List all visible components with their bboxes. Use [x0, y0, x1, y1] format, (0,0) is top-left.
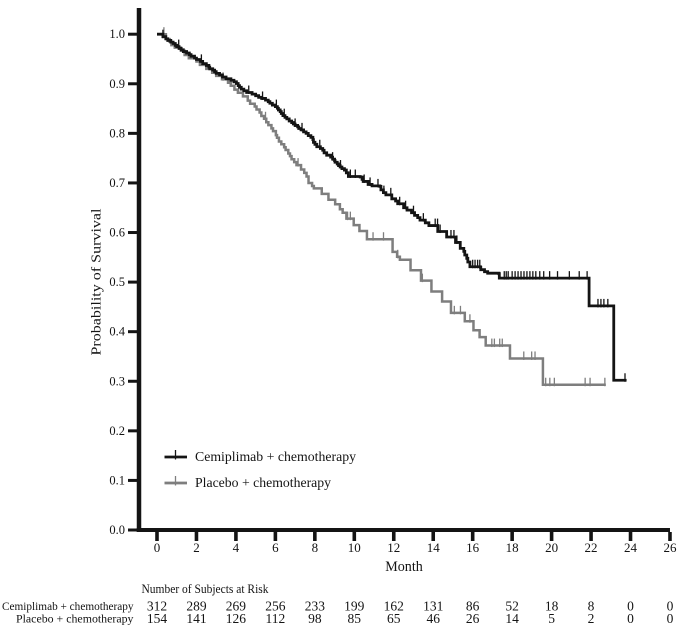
- x-tick-label: 26: [663, 540, 677, 555]
- y-tick-label: 0.9: [109, 77, 125, 91]
- x-tick-label: 8: [312, 540, 319, 555]
- risk-count: 312: [147, 599, 167, 614]
- risk-count: 8: [588, 599, 595, 614]
- y-tick-label: 1.0: [109, 27, 125, 41]
- survival-curves: [157, 27, 627, 387]
- risk-table: Number of Subjects at Risk Cemiplimab + …: [2, 582, 674, 626]
- risk-count: 154: [147, 611, 168, 626]
- y-tick-label: 0.8: [109, 126, 125, 140]
- y-tick-label: 0.3: [109, 374, 125, 388]
- risk-count: 0: [667, 611, 674, 626]
- legend-item: Placebo + chemotherapy: [164, 476, 331, 491]
- risk-count: 0: [627, 611, 634, 626]
- legend-item: Cemiplimab + chemotherapy: [164, 450, 356, 465]
- risk-count: 141: [186, 611, 206, 626]
- risk-count: 269: [226, 599, 247, 614]
- risk-count: 162: [384, 599, 404, 614]
- risk-count: 26: [466, 611, 480, 626]
- y-tick-label: 0.0: [109, 523, 125, 537]
- risk-count: 126: [226, 611, 247, 626]
- risk-count: 233: [305, 599, 326, 614]
- risk-count: 112: [266, 611, 286, 626]
- x-tick-label: 6: [272, 540, 279, 555]
- x-axis-title: Month: [385, 559, 423, 575]
- risk-count: 2: [588, 611, 595, 626]
- x-tick-label: 24: [624, 540, 638, 555]
- risk-count: 46: [426, 611, 440, 626]
- risk-count: 289: [186, 599, 207, 614]
- legend-label: Cemiplimab + chemotherapy: [195, 450, 356, 465]
- survival-curve: [157, 32, 627, 382]
- risk-count: 0: [627, 599, 634, 614]
- axes: 0.00.10.20.30.40.50.60.70.80.91.00 2 4 6 8 10…: [109, 8, 677, 555]
- risk-count: 65: [387, 611, 401, 626]
- risk-row: Placebo + chemotherapy 154 141 126 112 98 85 65…: [16, 611, 674, 626]
- x-tick-label: 0: [154, 540, 161, 555]
- risk-row: Cemiplimab + chemotherapy 312 289 269 256 233…: [2, 599, 674, 614]
- series-0: [157, 29, 627, 382]
- y-tick-label: 0.1: [109, 473, 125, 487]
- x-tick-label: 12: [387, 540, 400, 555]
- axis-labels: Month Probability of Survival: [89, 208, 424, 575]
- risk-count: 0: [667, 599, 674, 614]
- risk-count: 131: [423, 599, 443, 614]
- risk-count: 52: [505, 599, 519, 614]
- x-tick-label: 20: [545, 540, 558, 555]
- series-1: [157, 27, 606, 387]
- risk-count: 256: [265, 599, 286, 614]
- risk-count: 98: [308, 611, 322, 626]
- legend: Cemiplimab + chemotherapy Placebo + chemo…: [164, 450, 356, 491]
- survival-curve: [157, 32, 606, 386]
- risk-row-label: Cemiplimab + chemotherapy: [2, 599, 134, 613]
- x-tick-label: 10: [348, 540, 361, 555]
- y-tick-label: 0.2: [109, 424, 125, 438]
- risk-row-label: Placebo + chemotherapy: [16, 612, 134, 626]
- x-tick-label: 16: [466, 540, 480, 555]
- risk-count: 18: [545, 599, 559, 614]
- risk-count: 5: [548, 611, 555, 626]
- risk-count: 86: [466, 599, 480, 614]
- risk-count: 14: [505, 611, 519, 626]
- x-tick-label: 2: [193, 540, 200, 555]
- risk-table-title: Number of Subjects at Risk: [142, 582, 270, 596]
- y-tick-label: 0.7: [109, 176, 125, 190]
- y-tick-label: 0.6: [109, 226, 125, 240]
- risk-count: 199: [344, 599, 365, 614]
- y-tick-label: 0.4: [109, 325, 125, 339]
- y-tick-label: 0.5: [109, 275, 125, 289]
- risk-count: 85: [348, 611, 362, 626]
- y-axis-title: Probability of Survival: [89, 208, 104, 355]
- x-tick-label: 4: [233, 540, 240, 555]
- x-tick-label: 14: [427, 540, 441, 555]
- x-tick-label: 22: [585, 540, 598, 555]
- legend-label: Placebo + chemotherapy: [195, 476, 331, 491]
- x-tick-label: 18: [506, 540, 519, 555]
